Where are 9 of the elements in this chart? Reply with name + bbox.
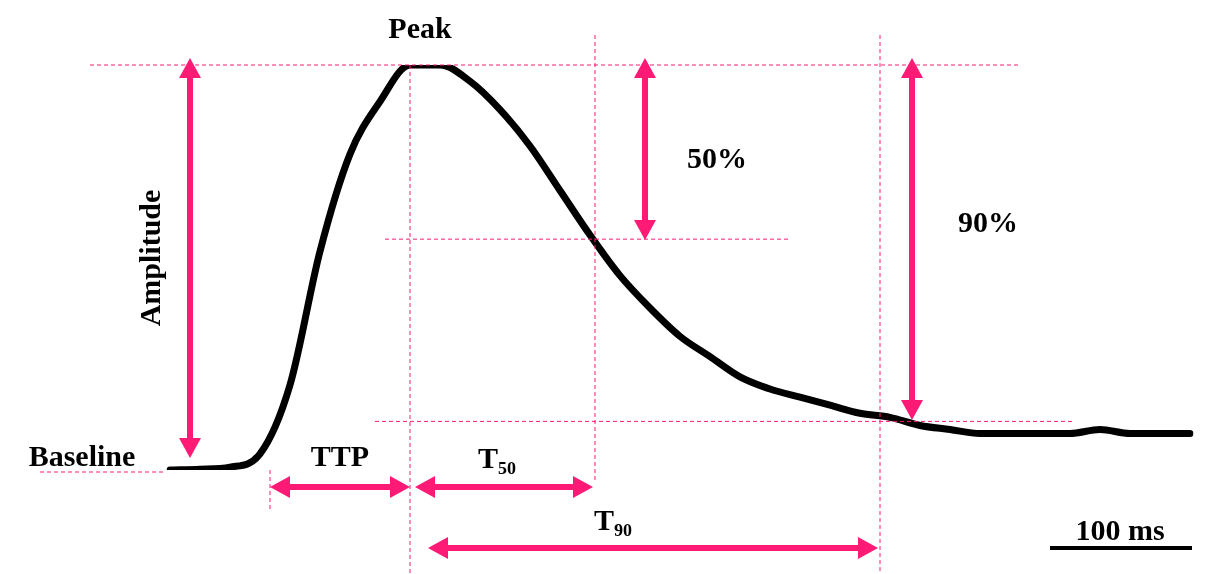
annotation: Amplitude bbox=[133, 189, 167, 327]
text: 100 ms bbox=[1075, 513, 1165, 547]
text: T₉₀ bbox=[594, 503, 632, 537]
annotation: T₅₀ bbox=[478, 441, 516, 475]
annotation: 90% bbox=[958, 205, 1018, 239]
text: Baseline bbox=[28, 439, 136, 473]
annotation: 50% bbox=[687, 141, 747, 175]
text: Peak bbox=[388, 11, 452, 45]
annotation: TTP bbox=[310, 439, 370, 473]
